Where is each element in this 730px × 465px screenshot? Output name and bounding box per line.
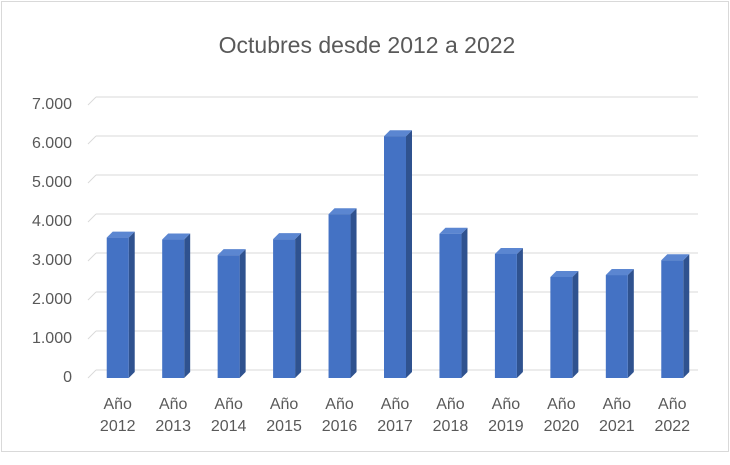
x-tick-label: Año 2017: [377, 396, 413, 435]
bar-top: [550, 270, 579, 277]
bar-front: [162, 239, 185, 378]
bar-side: [406, 130, 412, 378]
bar-top: [661, 254, 690, 261]
y-tick-label: 7.000: [32, 96, 72, 113]
bar-side: [350, 208, 357, 378]
bar-front: [106, 237, 129, 378]
x-tick-label: Año 2013: [155, 396, 191, 435]
bar-front: [384, 136, 406, 378]
x-tick-label: Año 2014: [210, 396, 247, 435]
y-tick-label: 1.000: [32, 330, 72, 347]
bar-front: [439, 233, 462, 378]
bar: [661, 254, 690, 378]
bar: [273, 233, 302, 378]
y-tick-label: 5.000: [32, 174, 72, 191]
bar-top: [384, 130, 412, 137]
bar-side: [184, 233, 191, 378]
chart-border: [1, 1, 729, 452]
bar-top: [217, 249, 246, 256]
bar: [605, 269, 634, 378]
bar-top: [494, 247, 523, 254]
bar: [106, 231, 135, 378]
bar-front: [328, 214, 351, 378]
bar: [439, 227, 468, 378]
y-tick-label: 3.000: [32, 252, 72, 269]
bar-front: [273, 239, 296, 378]
chart-title: Octubres desde 2012 a 2022: [219, 32, 516, 58]
bar-front: [494, 253, 517, 378]
x-tick-label: Año 2012: [99, 396, 136, 435]
bar-front: [605, 275, 628, 378]
grid-line: [87, 96, 97, 106]
x-tick-label: Año 2018: [432, 396, 469, 435]
grid-line: [87, 369, 97, 379]
bar-side: [683, 254, 690, 378]
bar-side: [461, 227, 468, 378]
bar-side: [627, 269, 634, 378]
bar: [217, 249, 246, 378]
bar-side: [295, 233, 302, 378]
bar-top: [605, 269, 634, 276]
bar-top: [328, 208, 357, 215]
bar-front: [550, 276, 573, 378]
bar-top: [162, 233, 191, 240]
x-tick-label: Año 2015: [266, 396, 302, 435]
bar-side: [239, 249, 246, 378]
bar-front: [217, 255, 240, 378]
y-tick-label: 2.000: [32, 291, 72, 308]
bar: [384, 130, 412, 378]
x-tick-label: Año 2022: [654, 396, 691, 435]
y-tick-label: 6.000: [32, 135, 72, 152]
bar-side: [128, 231, 135, 378]
bar-top: [273, 233, 302, 240]
grid-line: [87, 291, 97, 301]
x-tick-label: Año 2016: [321, 396, 358, 435]
y-tick-label: 0: [63, 369, 72, 386]
bar-side: [572, 270, 579, 378]
grid-line: [87, 213, 97, 223]
bar-top: [439, 227, 468, 234]
bar: [162, 233, 191, 378]
bar: [494, 247, 523, 378]
x-tick-label: Año 2019: [488, 396, 524, 435]
bar-side: [516, 247, 523, 378]
grid-line: [87, 174, 97, 184]
grid-line: [87, 330, 97, 340]
x-tick-label: Año 2021: [599, 396, 635, 435]
bar: [328, 208, 357, 378]
bar: [550, 270, 579, 378]
grid-line: [87, 135, 97, 145]
bar-top: [106, 231, 135, 238]
y-tick-label: 4.000: [32, 213, 72, 230]
bar-front: [661, 260, 684, 378]
x-tick-label: Año 2020: [543, 396, 580, 435]
grid-line: [87, 252, 97, 262]
